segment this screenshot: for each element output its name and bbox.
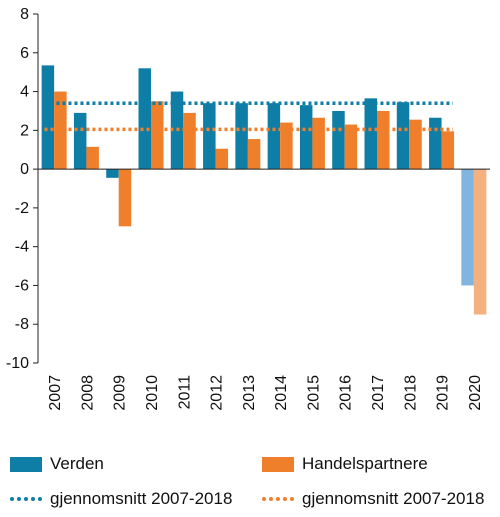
y-tick-label: 8 xyxy=(20,6,29,23)
bar-verden xyxy=(267,103,281,170)
bar-verden xyxy=(203,103,216,170)
x-axis: 2007 2008 2009 2010 2011 2012 2013 2014 2015 2016… xyxy=(47,375,484,411)
legend-label-verden: Verden xyxy=(50,454,104,473)
x-tick-label: 2017 xyxy=(370,375,387,411)
bar-handelspartnere xyxy=(118,169,132,227)
legend-item-handelspartnere: Handelspartnere xyxy=(262,454,428,474)
x-tick-label: 2013 xyxy=(241,375,258,411)
bar-verden xyxy=(138,68,151,170)
bar-chart: 8 6 4 2 0 -2 -4 -6 -8 -10 2007 2008 2009 2010 2011 201… xyxy=(6,6,490,411)
y-tick-label: 6 xyxy=(20,45,29,62)
bar-verden xyxy=(332,110,345,170)
legend-swatch-handelspartnere xyxy=(262,456,294,472)
legend: Verden Handelspartnere gjennomsnitt 2007… xyxy=(0,444,500,514)
x-tick-label: 2007 xyxy=(47,375,64,411)
bar-handelspartnere xyxy=(473,169,487,315)
y-tick-label: -10 xyxy=(6,355,29,372)
legend-dash-avg-verden xyxy=(10,497,42,501)
bar-verden xyxy=(41,65,55,170)
bar-handelspartnere xyxy=(183,112,196,170)
legend-label-handelspartnere: Handelspartnere xyxy=(302,454,428,473)
average-lines xyxy=(44,101,453,132)
bar-handelspartnere xyxy=(280,122,293,170)
x-tick-label: 2016 xyxy=(338,375,355,411)
bar-handelspartnere xyxy=(247,139,261,170)
legend-swatch-verden xyxy=(10,456,42,472)
x-tick-label: 2019 xyxy=(435,375,452,411)
bar-handelspartnere xyxy=(409,119,422,170)
legend-dash-avg-handel xyxy=(262,497,294,501)
x-tick-label: 2009 xyxy=(112,375,129,411)
bar-handelspartnere xyxy=(344,124,358,170)
x-tick-label: 2020 xyxy=(467,375,484,411)
y-tick-label: -4 xyxy=(15,239,29,256)
x-tick-label: 2012 xyxy=(209,375,226,411)
x-tick-label: 2010 xyxy=(144,375,161,411)
legend-item-avg-verden: gjennomsnitt 2007-2018 xyxy=(10,489,232,509)
x-tick-label: 2011 xyxy=(176,375,193,410)
x-tick-label: 2008 xyxy=(79,375,96,411)
y-tick-label: -6 xyxy=(15,277,29,294)
legend-item-avg-handel: gjennomsnitt 2007-2018 xyxy=(262,489,484,509)
x-tick-label: 2014 xyxy=(273,375,290,411)
bar-handelspartnere xyxy=(441,131,455,170)
bar-handelspartnere xyxy=(151,101,164,170)
y-tick-label: 4 xyxy=(20,84,29,101)
y-tick-label: 0 xyxy=(20,161,29,178)
bar-verden xyxy=(235,103,248,170)
y-tick-label: -2 xyxy=(15,200,29,217)
legend-item-verden: Verden xyxy=(10,454,104,474)
y-tick-label: -8 xyxy=(15,316,29,333)
y-tick-label: 2 xyxy=(20,122,29,139)
bar-verden xyxy=(106,169,119,178)
bar-handelspartnere xyxy=(312,117,325,170)
bar-verden xyxy=(461,169,474,286)
y-axis: 8 6 4 2 0 -2 -4 -6 -8 -10 xyxy=(6,6,39,372)
bar-verden xyxy=(299,105,313,170)
legend-label-avg-handel: gjennomsnitt 2007-2018 xyxy=(302,489,485,508)
bar-verden xyxy=(429,117,442,170)
bar-handelspartnere xyxy=(54,91,67,170)
bar-handelspartnere xyxy=(377,110,390,170)
bar-handelspartnere xyxy=(215,148,229,170)
x-tick-label: 2018 xyxy=(402,375,419,411)
bar-verden xyxy=(364,98,377,170)
bar-verden xyxy=(396,102,410,170)
bar-handelspartnere xyxy=(86,146,99,170)
bar-verden xyxy=(73,112,87,170)
x-tick-label: 2015 xyxy=(305,375,322,411)
legend-label-avg-verden: gjennomsnitt 2007-2018 xyxy=(50,489,233,508)
